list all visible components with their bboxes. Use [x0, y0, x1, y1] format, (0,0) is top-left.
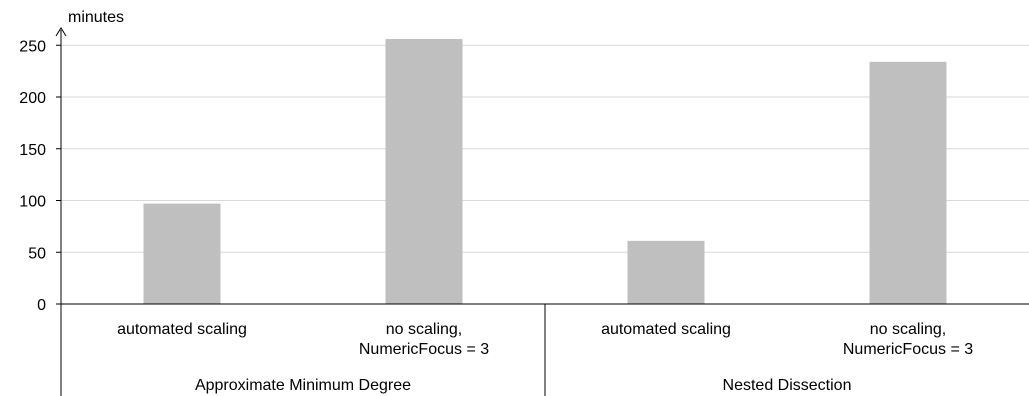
x-category-label: automated scaling	[601, 321, 731, 338]
bars	[143, 39, 947, 305]
x-category-labels: automated scaling no scaling, NumericFocus…	[117, 321, 973, 394]
y-tick-label: 50	[28, 245, 46, 262]
x-group-label: Nested Dissection	[723, 377, 852, 394]
y-tick-labels: 0 50 100 150 200 250	[19, 38, 46, 314]
y-tick-label: 0	[37, 297, 46, 314]
bar	[143, 203, 221, 304]
y-axis-unit-label: minutes	[68, 9, 124, 26]
x-category-label: no scaling, NumericFocus = 3	[359, 321, 489, 358]
x-category-label: no scaling, NumericFocus = 3	[843, 321, 973, 358]
bar	[385, 39, 463, 304]
bar	[869, 61, 947, 305]
y-tick-label: 200	[19, 90, 46, 107]
x-group-label: Approximate Minimum Degree	[195, 377, 411, 394]
y-tick-label: 100	[19, 194, 46, 211]
y-tick-label: 250	[19, 38, 46, 55]
x-category-label: automated scaling	[117, 321, 247, 338]
bar	[627, 240, 705, 304]
gridlines	[61, 44, 1029, 253]
y-axis-arrow-icon	[55, 27, 67, 37]
y-tick-label: 150	[19, 142, 46, 159]
axes	[55, 27, 1029, 396]
